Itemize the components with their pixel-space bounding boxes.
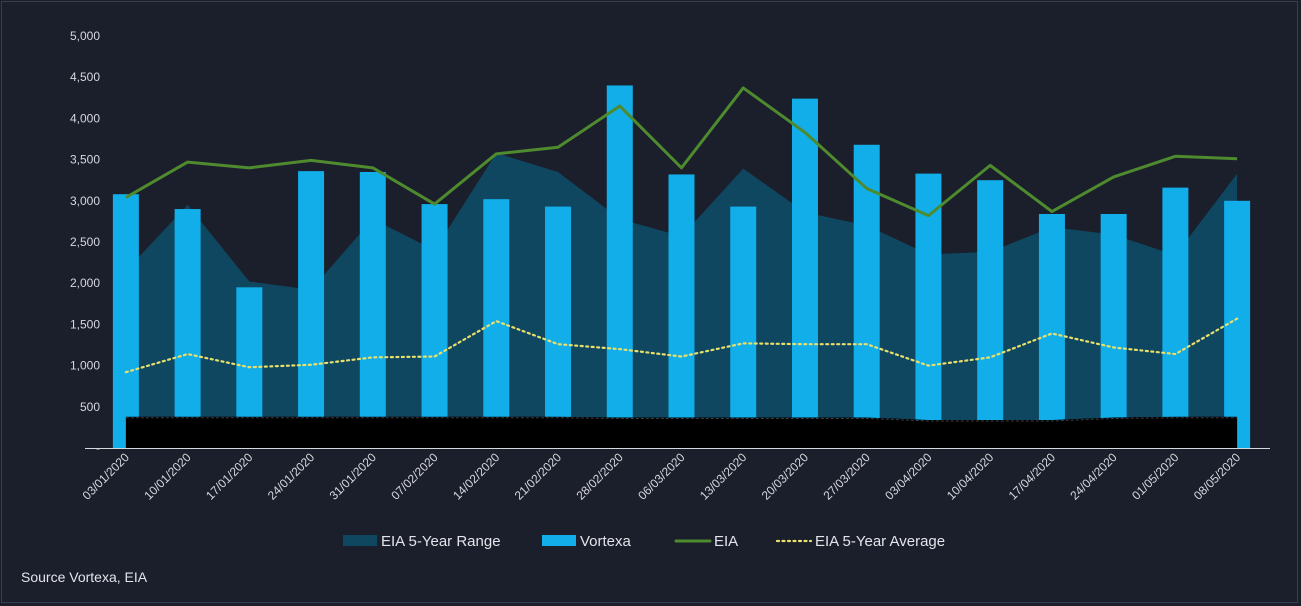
x-tick-label: 21/02/2020 bbox=[512, 450, 565, 503]
legend-item: EIA 5-Year Range bbox=[343, 533, 501, 550]
y-tick-label: 4,000 bbox=[70, 111, 100, 125]
legend-label: EIA 5-Year Range bbox=[381, 533, 501, 550]
legend-item: EIA bbox=[674, 533, 738, 550]
legend: EIA 5-Year Range Vortexa EIA EIA 5-Year Ave… bbox=[343, 533, 945, 550]
vortexa-bar bbox=[545, 206, 572, 448]
vortexa-bar bbox=[483, 199, 510, 448]
vortexa-bar bbox=[298, 171, 325, 449]
x-axis: 03/01/2020 10/01/2020 17/01/2020 24/01/2020… bbox=[80, 448, 1270, 503]
x-tick-label: 14/02/2020 bbox=[450, 450, 503, 503]
range-lower-edge bbox=[125, 417, 1238, 422]
vortexa-bar bbox=[915, 173, 942, 448]
y-tick-label: 3,500 bbox=[70, 153, 100, 167]
x-tick-label: 28/02/2020 bbox=[574, 450, 627, 503]
legend-item: EIA 5-Year Average bbox=[775, 533, 945, 550]
x-tick-label: 24/04/2020 bbox=[1067, 450, 1120, 503]
eia-5-year-average-line bbox=[124, 317, 1239, 374]
vortexa-bar bbox=[174, 209, 201, 448]
vortexa-bar bbox=[606, 85, 633, 448]
eia-line bbox=[125, 86, 1238, 218]
x-tick-label: 03/01/2020 bbox=[80, 450, 133, 503]
x-tick-label: 31/01/2020 bbox=[327, 450, 380, 503]
vortexa-bar bbox=[853, 144, 880, 448]
vortexa-bar bbox=[1100, 213, 1127, 448]
y-tick-label: 2,500 bbox=[70, 235, 100, 249]
x-tick-label: 27/03/2020 bbox=[820, 450, 873, 503]
x-tick-label: 20/03/2020 bbox=[759, 450, 812, 503]
x-tick-label: 08/05/2020 bbox=[1191, 450, 1244, 503]
range-lower-band bbox=[125, 416, 1238, 448]
x-tick-label: 10/01/2020 bbox=[141, 450, 194, 503]
vortexa-bar bbox=[791, 98, 818, 449]
x-tick-label: 07/02/2020 bbox=[388, 450, 441, 503]
vortexa-bar bbox=[1038, 213, 1065, 448]
y-tick-label: 3,000 bbox=[70, 194, 100, 208]
y-axis: 5,000 4,500 4,000 3,500 3,000 2,500 2,000 1,500… bbox=[70, 29, 100, 455]
x-tick-label: 03/04/2020 bbox=[882, 450, 935, 503]
legend-label: EIA bbox=[714, 533, 738, 550]
legend-swatch bbox=[343, 535, 377, 546]
y-tick-label: 2,000 bbox=[70, 276, 100, 290]
y-tick-label: 1,000 bbox=[70, 359, 100, 373]
y-tick-label: 5,000 bbox=[70, 29, 100, 43]
source-note: Source Vortexa, EIA bbox=[21, 569, 148, 585]
y-tick-label: 1,500 bbox=[70, 317, 100, 331]
vortexa-bar bbox=[421, 204, 448, 448]
x-tick-label: 01/05/2020 bbox=[1129, 450, 1182, 503]
y-tick-label: 4,500 bbox=[70, 70, 100, 84]
legend-swatch bbox=[542, 535, 576, 546]
x-tick-label: 24/01/2020 bbox=[265, 450, 318, 503]
x-tick-label: 17/04/2020 bbox=[1006, 450, 1059, 503]
vortexa-bar bbox=[1162, 187, 1189, 448]
vortexa-bar bbox=[977, 180, 1004, 448]
vortexa-bar bbox=[668, 174, 695, 448]
legend-label: Vortexa bbox=[580, 533, 632, 550]
line-series bbox=[124, 86, 1239, 374]
vortexa-bar bbox=[730, 206, 757, 448]
x-tick-label: 06/03/2020 bbox=[635, 450, 688, 503]
vortexa-bar bbox=[359, 171, 386, 448]
x-tick-label: 17/01/2020 bbox=[203, 450, 256, 503]
legend-item: Vortexa bbox=[542, 533, 632, 550]
x-tick-label: 10/04/2020 bbox=[944, 450, 997, 503]
x-tick-label: 13/03/2020 bbox=[697, 450, 750, 503]
baseline-band bbox=[125, 416, 1238, 448]
vortexa-bars bbox=[112, 85, 1251, 449]
legend-label: EIA 5-Year Average bbox=[815, 533, 945, 550]
y-tick-label: 500 bbox=[80, 400, 100, 414]
vortexa-bar bbox=[112, 194, 139, 448]
